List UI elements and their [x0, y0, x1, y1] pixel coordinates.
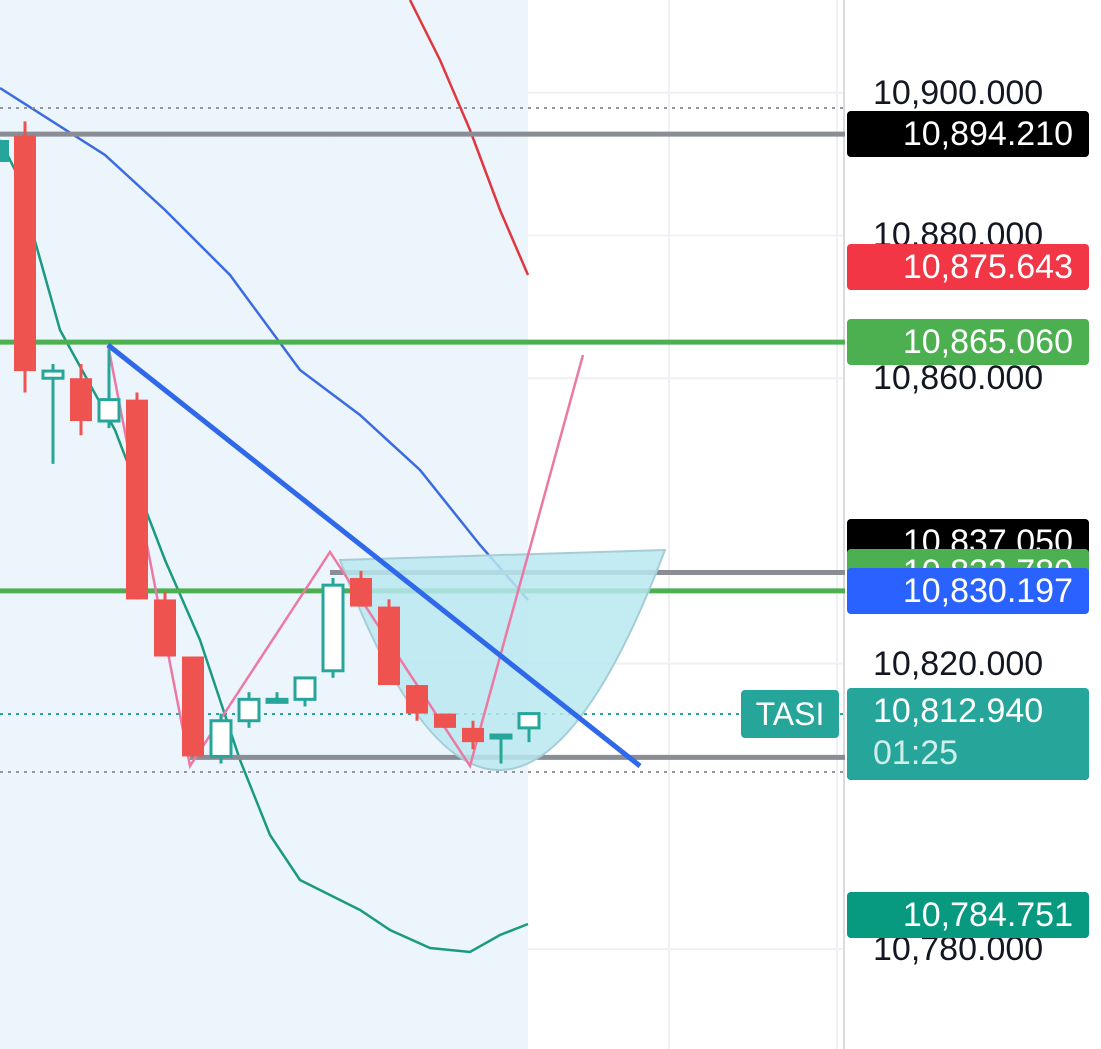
candle-body: [154, 599, 176, 657]
candle-body: [462, 727, 484, 743]
price-tag: 10,830.197: [847, 567, 1089, 614]
band-background: [0, 0, 528, 1049]
candle-bullish: [517, 712, 541, 743]
candle-bearish: [462, 720, 484, 750]
price-tag: 10,784.751: [847, 892, 1089, 939]
price-tag-value: 10,875.643: [902, 247, 1073, 286]
candle-body: [406, 685, 428, 714]
drawings-layer: [106, 343, 667, 771]
candle-bullish: [41, 363, 65, 464]
moving-average-line: [0, 86, 529, 601]
price-tag: 10,894.210: [847, 111, 1089, 158]
candles-layer: [0, 121, 541, 764]
candle-body: [293, 676, 317, 701]
candle-bullish: [489, 733, 513, 764]
candle-body: [70, 378, 92, 422]
y-tick-label: 10,820.000: [873, 644, 1044, 683]
price-chart-canvas[interactable]: [0, 0, 845, 1049]
candle-body: [265, 697, 289, 704]
lower-band-line: [0, 139, 529, 954]
candle-bearish: [378, 599, 400, 686]
candle-bullish: [265, 692, 289, 704]
candle-body: [378, 606, 400, 686]
candle-bullish: [293, 676, 317, 707]
candle-body: [126, 399, 148, 600]
trend-line: [106, 343, 642, 768]
bar-countdown: 01:25: [873, 734, 959, 773]
y-tick-label: 10,900.000: [873, 73, 1044, 112]
candle-bearish: [434, 713, 456, 728]
candle-bearish: [350, 570, 372, 607]
price-tag-value: 10,894.210: [902, 115, 1073, 154]
candle-bearish: [126, 392, 148, 600]
candle-body: [489, 733, 513, 740]
bollinger-band-layer: [0, 0, 530, 1049]
candle-body: [517, 712, 541, 730]
price-axis[interactable]: 10,900.000 10,880.000 10,860.000 10,820.000…: [845, 0, 1101, 1049]
symbol-tag: TASI: [741, 690, 839, 739]
candle-body: [209, 719, 233, 758]
candle-body: [97, 398, 121, 423]
candle-body: [14, 135, 36, 372]
price-tag-value: 10,865.060: [902, 323, 1073, 362]
candle-bearish: [182, 656, 204, 757]
candle-bearish: [70, 363, 92, 436]
chart-area[interactable]: TASI: [0, 0, 845, 1049]
candle-body: [182, 656, 204, 757]
price-tag: 10,875.643: [847, 243, 1089, 290]
candle-bearish: [154, 592, 176, 657]
candle-body: [350, 578, 372, 607]
y-tick-label: 10,860.000: [873, 359, 1044, 398]
candle-bullish: [321, 578, 345, 678]
candle-body: [434, 713, 456, 728]
current-price-value: 10,812.940: [873, 692, 1044, 731]
price-tag-value: 10,784.751: [902, 896, 1073, 935]
candle-bullish: [237, 692, 261, 728]
upper-band-line: [408, 0, 530, 276]
candle-bearish: [14, 121, 36, 393]
candle-body: [321, 583, 345, 673]
price-tag-value: 10,830.197: [902, 571, 1073, 610]
candle-body: [41, 369, 65, 380]
candle-bullish: [209, 713, 233, 764]
candle-bearish: [406, 685, 428, 721]
current-price-tag: 10,812.940 01:25: [847, 688, 1089, 781]
candle-bullish: [97, 349, 121, 429]
partial-candle: [0, 140, 9, 162]
candle-body: [237, 697, 261, 723]
price-tag: 10,865.060: [847, 319, 1089, 366]
